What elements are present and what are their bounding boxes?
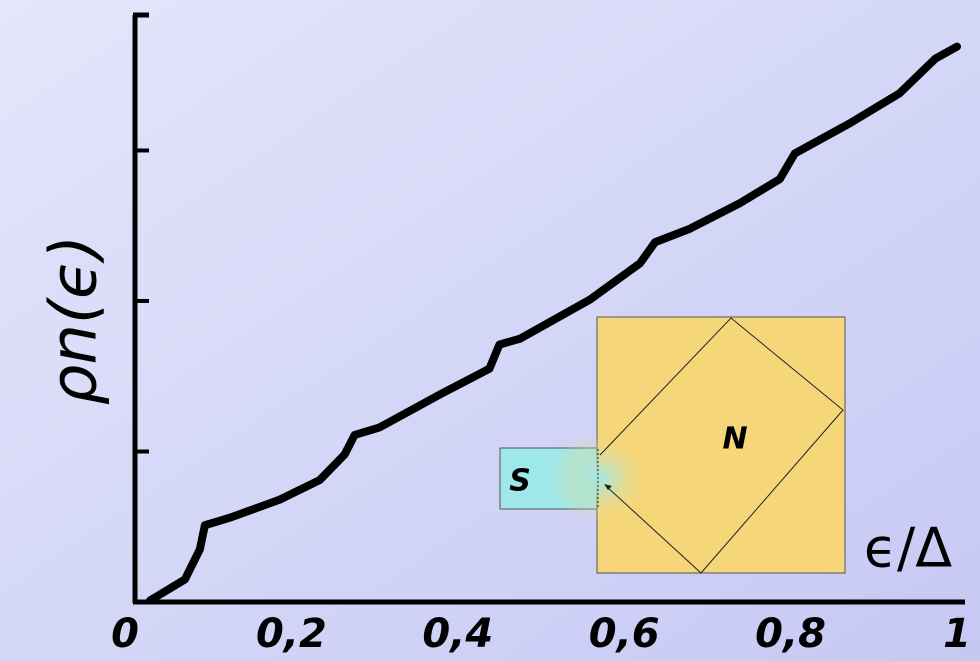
- x-tick-label: 0: [111, 611, 139, 657]
- y-axis-label: ρn(ϵ): [38, 235, 112, 406]
- x-tick-label: 0,8: [755, 611, 826, 657]
- glow: [550, 433, 650, 523]
- s-label: S: [509, 464, 531, 499]
- x-tick-label: 1: [943, 611, 971, 657]
- n-label: N: [722, 422, 747, 457]
- x-tick-label: 0,6: [589, 611, 660, 657]
- data-line: [145, 42, 961, 605]
- inset: S N: [499, 316, 846, 574]
- normal-region: [596, 316, 846, 574]
- arrow-head: [604, 484, 612, 490]
- trajectory: [599, 317, 844, 574]
- x-tick-label: 0,2: [256, 611, 327, 657]
- x-tick-label: 0,4: [422, 611, 493, 657]
- x-axis-label: ϵ/Δ: [864, 517, 952, 580]
